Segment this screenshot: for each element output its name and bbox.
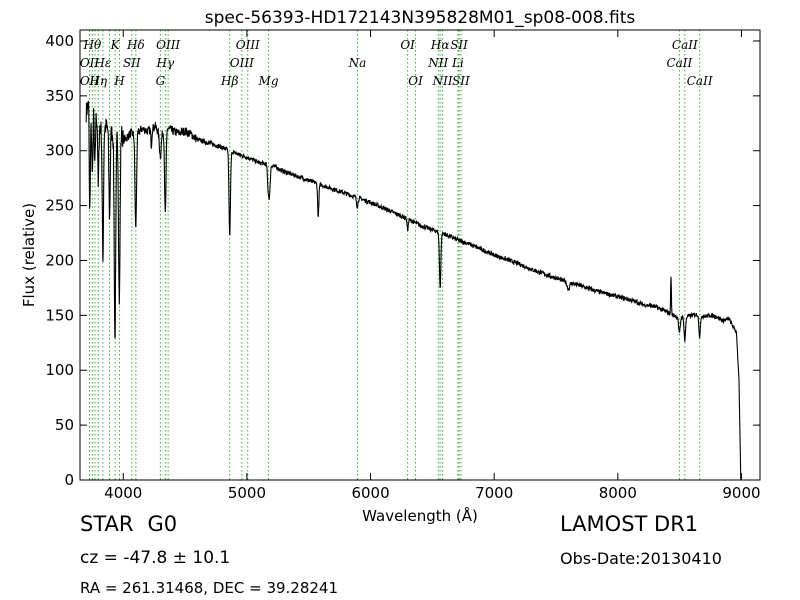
- spectrum-line: [85, 100, 743, 481]
- x-tick-label: 4000: [104, 484, 142, 502]
- line-marker-label: CaII: [687, 74, 713, 88]
- line-marker-label: Hε: [93, 56, 111, 70]
- y-tick-label: 350: [45, 87, 74, 105]
- y-tick-label: 300: [45, 142, 74, 160]
- line-marker-label: OIII: [230, 56, 254, 70]
- line-marker-label: CaII: [666, 56, 692, 70]
- y-tick-label: 0: [64, 471, 74, 489]
- line-marker-label: K: [110, 38, 121, 52]
- chart-title: spec-56393-HD172143N395828M01_sp08-008.f…: [205, 8, 636, 28]
- line-marker-label: Hδ: [126, 38, 145, 52]
- line-marker-label: Hβ: [220, 74, 238, 88]
- cz-error: 10.1: [192, 548, 231, 568]
- line-marker-label: SII: [450, 38, 468, 52]
- x-axis-ticks: 4000 5000 6000 7000 8000 9000: [104, 30, 761, 502]
- line-marker-label: OIII: [156, 38, 180, 52]
- x-tick-label: 5000: [228, 484, 266, 502]
- object-class: STAR G0: [80, 512, 177, 536]
- y-tick-label: 150: [45, 306, 74, 324]
- y-tick-label: 400: [45, 32, 74, 50]
- line-marker-label: OI: [408, 74, 423, 88]
- line-marker-label: H: [113, 74, 125, 88]
- x-tick-label: 7000: [475, 484, 513, 502]
- line-marker-label: Hγ: [155, 56, 174, 70]
- x-tick-label: 9000: [722, 484, 760, 502]
- x-tick-label: 8000: [599, 484, 637, 502]
- y-tick-label: 100: [45, 361, 74, 379]
- line-marker-label: OII: [80, 74, 100, 88]
- line-marker-label: SII: [123, 56, 141, 70]
- object-subclass: G0: [147, 512, 178, 536]
- line-marker-labels: OII OII Hθ Hη Hε K H SII Hδ G Hγ OIII Hβ OIII OIII Mg Na…: [80, 38, 713, 88]
- line-marker-label: Hα: [430, 38, 450, 52]
- line-marker-label: Li: [451, 56, 464, 70]
- x-axis-label: Wavelength (Å): [362, 506, 478, 525]
- y-tick-label: 50: [55, 416, 74, 434]
- line-marker-label: G: [156, 74, 166, 88]
- line-marker-label: NII: [432, 74, 453, 88]
- object-class-label: STAR: [80, 512, 134, 536]
- coordinates: RA = 261.31468, DEC = 39.28241: [80, 579, 339, 597]
- line-marker-label: Na: [348, 56, 367, 70]
- line-marker-label: NII: [427, 56, 448, 70]
- survey-name: LAMOST DR1: [560, 512, 699, 536]
- observation-date: Obs-Date:20130410: [560, 549, 722, 568]
- line-marker-label: Mg: [258, 74, 279, 88]
- redshift-line: cz = -47.8 ± 10.1: [80, 548, 230, 568]
- line-marker-label: OIII: [236, 38, 260, 52]
- y-axis-label: Flux (relative): [20, 203, 38, 307]
- y-tick-label: 250: [45, 197, 74, 215]
- line-marker-label: OII: [80, 56, 100, 70]
- cz-label: cz =: [80, 548, 124, 568]
- line-marker-label: OI: [400, 38, 415, 52]
- line-marker-label: CaII: [672, 38, 698, 52]
- line-marker-label: Hθ: [83, 38, 102, 52]
- plus-minus-symbol: ±: [172, 548, 187, 568]
- line-markers: [89, 30, 701, 480]
- y-axis-ticks: 0 50 100 150 200 250 300 350 400: [45, 32, 760, 489]
- plot-frame: [79, 29, 761, 481]
- cz-value: -47.8: [123, 548, 168, 568]
- y-tick-label: 200: [45, 251, 74, 269]
- line-marker-label: SII: [452, 74, 470, 88]
- line-marker-label: Hη: [88, 74, 107, 88]
- x-tick-label: 6000: [351, 484, 389, 502]
